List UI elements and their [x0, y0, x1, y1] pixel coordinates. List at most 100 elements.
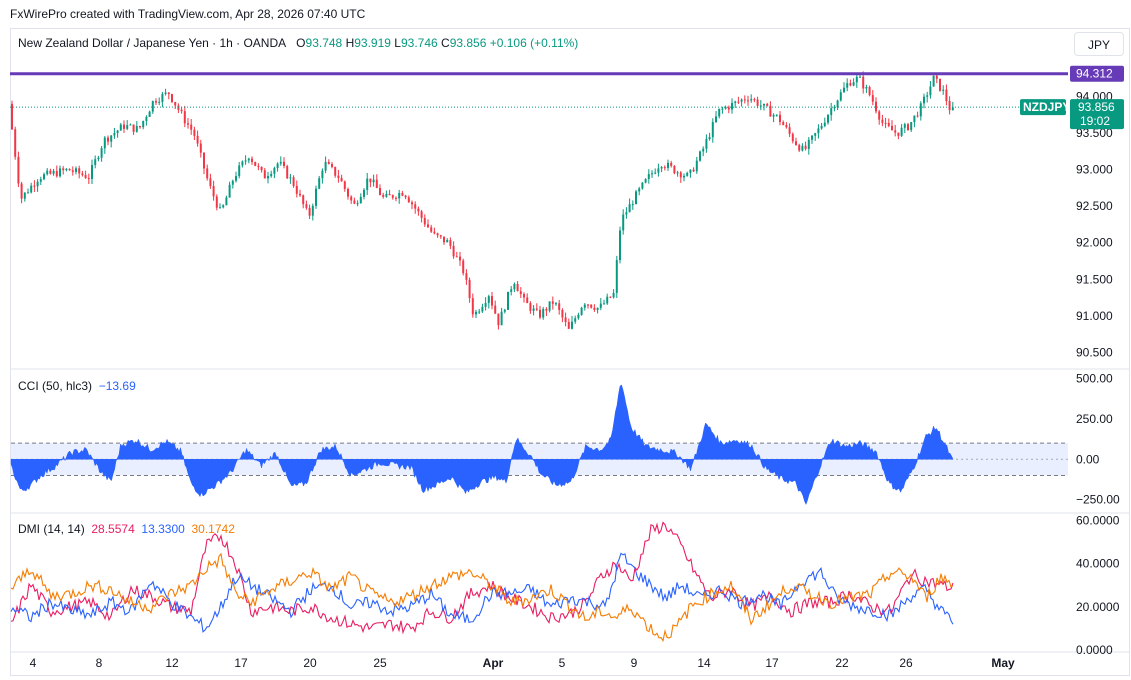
- price-candle: [785, 125, 788, 128]
- price-candle: [497, 313, 500, 326]
- price-candle: [763, 103, 765, 106]
- price-candle: [126, 125, 129, 129]
- price-candle: [743, 99, 746, 101]
- price-candle: [798, 144, 801, 151]
- price-candle: [667, 162, 669, 168]
- price-candle: [561, 309, 564, 318]
- currency-button[interactable]: JPY: [1074, 32, 1124, 56]
- price-candle: [417, 208, 420, 212]
- cci-axis-tick: 0.00: [1076, 452, 1100, 466]
- price-candle: [651, 173, 653, 175]
- price-candle: [219, 207, 221, 209]
- price-candle: [574, 318, 577, 322]
- price-candle: [135, 126, 138, 132]
- price-candle: [635, 191, 637, 205]
- open-label: O: [296, 36, 306, 50]
- price-candle: [910, 122, 913, 131]
- price-candle: [801, 145, 804, 151]
- price-candle: [894, 130, 897, 133]
- close-value: 93.856: [449, 36, 487, 50]
- price-candle: [62, 168, 65, 171]
- price-axis-tick: 91.000: [1076, 309, 1113, 323]
- price-axis-tick: 93.000: [1076, 163, 1113, 177]
- price-candle: [676, 172, 679, 174]
- price-candle: [132, 124, 135, 132]
- price-candle: [939, 78, 941, 91]
- dmi-legend[interactable]: DMI (14, 14) 28.5574 13.3300 30.1742: [18, 522, 235, 536]
- price-candle: [215, 196, 218, 208]
- price-candle: [11, 103, 13, 130]
- price-candle: [436, 233, 439, 236]
- price-candle: [849, 83, 852, 86]
- price-candle: [673, 165, 676, 174]
- price-candle: [446, 239, 449, 243]
- price-candle: [788, 127, 791, 134]
- price-candle: [14, 129, 17, 157]
- price-candle: [708, 137, 711, 140]
- symbol-legend[interactable]: New Zealand Dollar / Japanese Yen · 1h ·…: [18, 36, 578, 50]
- price-candle: [36, 181, 39, 187]
- time-axis-tick: 5: [559, 656, 566, 670]
- cci-axis-tick: −250.00: [1076, 493, 1120, 507]
- price-candle: [30, 185, 33, 193]
- dmi-series-1: [10, 552, 954, 633]
- price-candle: [267, 176, 269, 179]
- price-candle: [843, 87, 845, 93]
- price-candle: [433, 231, 436, 234]
- price-candle: [241, 161, 244, 166]
- cci-axis-tick: 500.00: [1076, 371, 1113, 385]
- price-candle: [715, 116, 717, 123]
- price-candle: [254, 161, 257, 166]
- price-candle: [151, 101, 154, 112]
- price-candle: [465, 273, 468, 280]
- price-candle: [487, 296, 490, 303]
- close-label: C: [441, 36, 450, 50]
- price-candle: [948, 100, 951, 111]
- price-candle: [292, 177, 295, 186]
- last-price-label-bg: [1070, 99, 1124, 130]
- price-candle: [516, 283, 519, 292]
- price-candle: [308, 207, 311, 216]
- price-candle: [81, 173, 84, 176]
- price-candle: [523, 294, 525, 298]
- price-candle: [811, 135, 813, 140]
- price-candle: [571, 321, 573, 329]
- price-candle: [791, 133, 794, 142]
- price-candle: [263, 170, 266, 179]
- price-candle: [228, 184, 231, 198]
- price-candle: [564, 317, 567, 323]
- price-candle: [644, 178, 647, 183]
- low-label: L: [394, 36, 401, 50]
- price-candle: [366, 178, 369, 190]
- price-candle: [759, 105, 762, 107]
- price-candle: [244, 160, 247, 162]
- horizontal-line-label: 94.312: [1076, 67, 1113, 81]
- price-candle: [590, 304, 593, 308]
- price-candle: [836, 100, 839, 108]
- price-candle: [727, 107, 730, 110]
- price-candle: [532, 308, 535, 311]
- price-candle: [647, 173, 650, 179]
- price-candle: [919, 103, 922, 117]
- dmi-axis-tick: 20.0000: [1076, 600, 1120, 614]
- price-candle: [804, 145, 807, 149]
- price-candle: [475, 311, 477, 315]
- price-candle: [887, 122, 890, 126]
- price-candle: [507, 291, 509, 310]
- price-candle: [55, 170, 58, 177]
- price-candle: [657, 168, 660, 173]
- price-candle: [39, 179, 42, 182]
- price-candle: [142, 120, 145, 128]
- dmi-plus-value: 28.5574: [91, 522, 135, 536]
- price-candle: [123, 124, 125, 129]
- price-candle: [372, 179, 375, 183]
- price-candle: [443, 236, 445, 243]
- price-candle: [59, 168, 61, 177]
- price-candle: [827, 115, 829, 123]
- price-candle: [190, 124, 193, 130]
- price-candle: [628, 204, 631, 213]
- price-axis-tick: 93.500: [1076, 126, 1113, 140]
- price-candle: [75, 168, 77, 172]
- cci-legend[interactable]: CCI (50, hlc3) −13.69: [18, 379, 136, 393]
